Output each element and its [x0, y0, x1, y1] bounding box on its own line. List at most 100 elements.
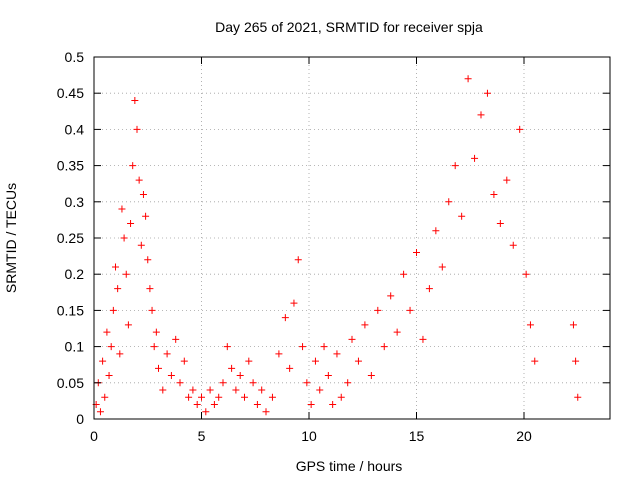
data-point	[400, 270, 408, 278]
data-point	[131, 96, 139, 104]
data-point	[172, 335, 180, 343]
data-point	[228, 364, 236, 372]
data-point	[139, 191, 147, 199]
data-point	[503, 176, 511, 184]
data-point	[232, 386, 240, 394]
data-point	[167, 372, 175, 380]
x-tick-label: 0	[90, 428, 98, 444]
data-point	[531, 357, 539, 365]
grid-lines	[94, 57, 610, 419]
data-point	[103, 328, 111, 336]
data-point	[432, 227, 440, 235]
data-point	[458, 212, 466, 220]
data-point	[193, 401, 201, 409]
data-point	[307, 401, 315, 409]
data-point	[206, 386, 214, 394]
data-point	[294, 256, 302, 264]
data-point	[198, 393, 205, 401]
chart-title: Day 265 of 2021, SRMTID for receiver spj…	[215, 19, 483, 35]
data-point	[483, 89, 491, 97]
data-point	[124, 321, 132, 329]
data-point	[290, 299, 298, 307]
data-point	[361, 321, 369, 329]
data-point	[116, 350, 124, 358]
data-point	[299, 343, 307, 351]
data-point	[275, 350, 283, 358]
data-point	[406, 306, 414, 314]
data-point	[215, 393, 223, 401]
data-point	[144, 256, 152, 264]
data-point	[471, 154, 479, 162]
data-point	[202, 408, 210, 416]
data-point	[122, 270, 130, 278]
y-tick-label: 0.05	[57, 375, 84, 391]
data-point	[329, 401, 337, 409]
y-tick-label: 0.35	[57, 158, 84, 174]
data-point	[438, 263, 446, 271]
x-axis-title: GPS time / hours	[296, 458, 403, 474]
data-point	[245, 357, 253, 365]
data-point	[99, 357, 107, 365]
data-point	[477, 111, 485, 119]
data-point	[262, 408, 270, 416]
data-point	[516, 125, 524, 133]
data-point	[236, 372, 244, 380]
data-point	[451, 162, 459, 170]
x-tick-label: 15	[409, 428, 425, 444]
data-point	[526, 321, 534, 329]
data-point	[354, 357, 362, 365]
x-tick-label: 10	[301, 428, 317, 444]
data-points	[92, 75, 582, 416]
y-tick-label: 0.25	[57, 230, 84, 246]
data-point	[425, 285, 433, 293]
data-point	[316, 386, 324, 394]
data-point	[374, 306, 382, 314]
data-point	[464, 75, 472, 83]
y-tick-label: 0.45	[57, 85, 84, 101]
data-point	[569, 321, 577, 329]
data-point	[112, 263, 119, 271]
data-point	[324, 372, 332, 380]
data-point	[146, 285, 154, 293]
data-point	[107, 343, 115, 351]
data-point	[348, 335, 356, 343]
data-point	[572, 357, 580, 365]
x-tick-label: 20	[516, 428, 532, 444]
data-point	[118, 205, 126, 213]
data-point	[152, 328, 160, 336]
data-point	[137, 241, 145, 249]
data-point	[496, 220, 504, 228]
y-tick-label: 0.2	[65, 266, 85, 282]
data-point	[241, 393, 248, 401]
data-point	[114, 285, 122, 293]
data-point	[303, 379, 311, 387]
data-point	[286, 364, 294, 372]
data-point	[253, 401, 261, 409]
data-point	[258, 386, 266, 394]
data-point	[249, 379, 257, 387]
data-point	[574, 393, 582, 401]
data-point	[105, 372, 113, 380]
data-point	[419, 335, 427, 343]
data-point	[155, 364, 162, 372]
data-point	[180, 357, 188, 365]
y-tick-label: 0.3	[65, 194, 85, 210]
data-point	[96, 408, 104, 416]
x-tick-label: 5	[198, 428, 206, 444]
data-point	[490, 191, 498, 199]
data-point	[268, 393, 276, 401]
data-point	[281, 314, 289, 322]
axis-ticks: 0 0.05 0.1 0.15 0.2 0.25 0.3 0.35 0.4 0.45 0.5 0 5 10…	[57, 49, 610, 444]
data-point	[148, 306, 156, 314]
data-point	[109, 306, 117, 314]
data-point	[135, 176, 143, 184]
data-point	[311, 357, 319, 365]
data-point	[120, 234, 128, 242]
data-point	[189, 386, 197, 394]
data-point	[210, 401, 218, 409]
data-point	[133, 125, 141, 133]
data-point	[367, 372, 375, 380]
data-point	[413, 248, 420, 256]
